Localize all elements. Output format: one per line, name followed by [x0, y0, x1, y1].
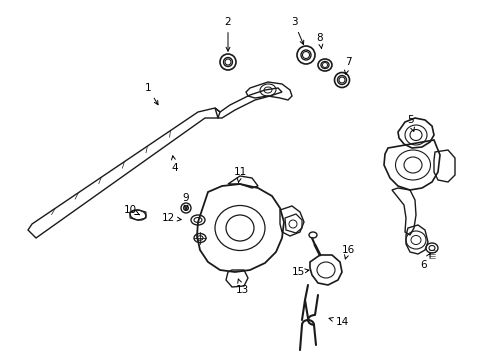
Text: 12: 12	[161, 213, 181, 223]
Text: 13: 13	[235, 279, 248, 295]
Text: 11: 11	[233, 167, 246, 183]
Text: 6: 6	[420, 253, 429, 270]
Text: 15: 15	[291, 267, 308, 277]
Text: 4: 4	[171, 156, 178, 173]
Text: 14: 14	[328, 317, 348, 327]
Text: 9: 9	[183, 193, 189, 209]
Text: 16: 16	[341, 245, 354, 259]
Text: 1: 1	[144, 83, 158, 105]
Text: 10: 10	[123, 205, 139, 215]
Text: 2: 2	[224, 17, 231, 51]
Text: 5: 5	[406, 115, 413, 131]
Text: 3: 3	[290, 17, 303, 44]
Text: 7: 7	[344, 57, 350, 74]
Text: 8: 8	[316, 33, 323, 49]
